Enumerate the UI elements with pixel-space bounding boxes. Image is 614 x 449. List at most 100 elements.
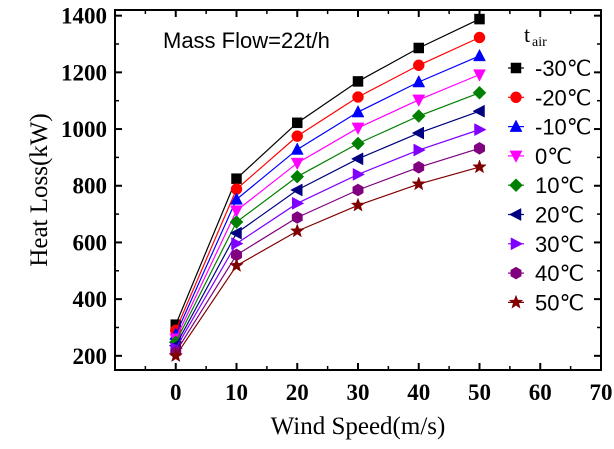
x-tick-label: 30 — [347, 380, 370, 405]
data-point-marker — [290, 169, 305, 184]
series-line — [175, 166, 480, 357]
data-point-marker — [413, 42, 424, 54]
data-point-marker — [290, 142, 304, 155]
data-point-marker — [351, 136, 365, 151]
legend-label: -10℃ — [535, 115, 592, 140]
legend-marker — [509, 150, 523, 163]
x-axis-title: Wind Speed(m/s) — [271, 413, 446, 440]
x-tick-label: 20 — [286, 380, 309, 405]
data-point-marker — [231, 173, 242, 184]
data-point-marker — [230, 205, 243, 218]
data-point-marker — [413, 161, 425, 174]
legend-marker — [510, 266, 522, 280]
legend-label: 0℃ — [535, 144, 572, 169]
data-point-marker — [229, 226, 242, 240]
series-1 — [170, 31, 486, 337]
series-line — [175, 147, 480, 353]
x-tick-label: 60 — [529, 380, 552, 405]
data-point-marker — [472, 159, 487, 174]
legend-marker — [509, 178, 523, 193]
y-tick-label: 400 — [73, 287, 108, 312]
y-tick-label: 1000 — [61, 117, 107, 142]
legend-item: 30℃ — [508, 232, 584, 257]
y-tick-label: 1400 — [61, 4, 107, 29]
data-point-marker — [474, 142, 485, 155]
legend-item: -20℃ — [508, 85, 592, 110]
legend-item: 40℃ — [508, 261, 584, 286]
legend-label: -20℃ — [535, 85, 592, 110]
series-5 — [168, 104, 485, 353]
x-tick-label: 0 — [170, 380, 182, 405]
data-point-marker — [413, 59, 425, 72]
legend-label: -30℃ — [535, 56, 592, 81]
data-point-marker — [473, 69, 486, 82]
data-point-marker — [350, 197, 366, 212]
legend-label: 20℃ — [535, 203, 584, 228]
data-point-marker — [229, 257, 244, 272]
legend-item: 10℃ — [508, 173, 584, 198]
legend-marker — [510, 91, 522, 104]
x-tick-label: 50 — [468, 380, 491, 405]
y-tick-label: 600 — [73, 230, 108, 255]
legend-marker — [508, 294, 524, 309]
data-point-marker — [291, 130, 303, 142]
legend-label: 50℃ — [535, 290, 584, 315]
x-axis-ticks: 0 10 20 30 40 50 60 70 — [114, 10, 613, 405]
x-tick-label: 10 — [225, 380, 248, 405]
data-point-marker — [413, 143, 426, 157]
data-point-marker — [231, 237, 244, 250]
series-line — [175, 92, 480, 343]
data-point-marker — [473, 31, 486, 44]
data-point-marker — [291, 211, 303, 224]
data-point-marker — [352, 167, 366, 181]
legend-label: 10℃ — [535, 173, 584, 198]
annotation-text: Mass Flow=22t/h — [163, 28, 330, 53]
data-point-marker — [473, 48, 486, 62]
series-line — [175, 55, 480, 335]
data-point-marker — [229, 215, 244, 229]
legend-item: 50℃ — [508, 290, 584, 315]
data-point-marker — [472, 104, 485, 118]
data-point-marker — [411, 126, 424, 140]
y-tick-label: 800 — [73, 174, 108, 199]
y-tick-label: 200 — [73, 344, 108, 369]
x-tick-label: 70 — [590, 380, 613, 405]
data-point-marker — [412, 94, 426, 107]
legend-marker — [510, 62, 522, 74]
legend-item: 0℃ — [508, 144, 572, 169]
series-line — [175, 129, 480, 349]
x-tick-label: 40 — [407, 380, 430, 405]
data-point-marker — [352, 76, 364, 87]
legend: t air -30℃ -20℃ -10℃ 0℃ 10℃ 20℃ 30℃ 40℃ 50℃ — [508, 22, 592, 315]
data-point-marker — [472, 85, 487, 100]
legend-marker — [508, 208, 522, 221]
data-point-marker — [411, 109, 426, 123]
y-tick-label: 1200 — [61, 60, 107, 85]
series-line — [175, 18, 480, 325]
legend-title: t — [524, 22, 530, 47]
legend-marker — [509, 119, 523, 132]
legend-title-subscript: air — [532, 35, 547, 50]
y-axis-ticks: 200 400 600 800 1000 1200 1400 — [61, 4, 601, 369]
series-3 — [169, 69, 486, 346]
data-point-marker — [351, 105, 365, 118]
series-group — [168, 13, 487, 363]
series-line — [175, 36, 480, 331]
data-point-marker — [289, 223, 305, 238]
data-point-marker — [168, 348, 184, 363]
series-8 — [168, 159, 487, 363]
data-point-marker — [351, 122, 365, 135]
series-line — [175, 74, 480, 340]
legend-item: 20℃ — [508, 203, 584, 228]
legend-label: 40℃ — [535, 261, 584, 286]
legend-item: -30℃ — [508, 56, 592, 81]
data-point-marker — [292, 117, 303, 129]
data-point-marker — [350, 152, 364, 166]
data-point-marker — [292, 196, 305, 210]
data-point-marker — [230, 192, 243, 205]
series-0 — [170, 13, 485, 330]
series-6 — [170, 123, 487, 355]
data-point-marker — [290, 157, 304, 171]
data-point-marker — [474, 123, 487, 137]
